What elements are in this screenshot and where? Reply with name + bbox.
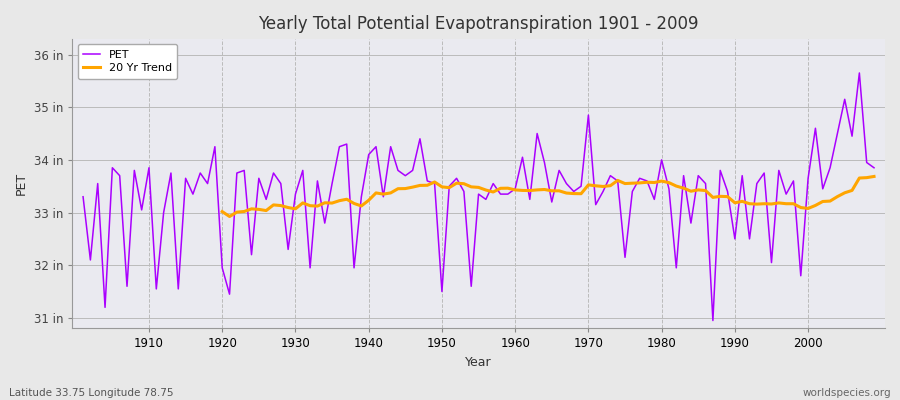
PET [854,70,865,75]
Line: 20 Yr Trend: 20 Yr Trend [222,176,874,216]
PET [341,142,352,146]
20 Yr Trend [502,186,513,190]
20 Yr Trend [341,197,352,202]
20 Yr Trend [868,174,879,179]
Text: worldspecies.org: worldspecies.org [803,388,891,398]
Line: PET: PET [83,73,874,320]
X-axis label: Year: Year [465,356,492,369]
PET [598,189,608,194]
PET [502,192,513,196]
20 Yr Trend [509,188,520,192]
Title: Yearly Total Potential Evapotranspiration 1901 - 2009: Yearly Total Potential Evapotranspiratio… [258,15,698,33]
PET [77,194,88,199]
PET [707,318,718,323]
PET [868,165,879,170]
Y-axis label: PET: PET [15,172,28,195]
PET [297,168,308,173]
PET [509,186,520,191]
Legend: PET, 20 Yr Trend: PET, 20 Yr Trend [77,44,177,79]
PET [136,208,147,212]
Text: Latitude 33.75 Longitude 78.75: Latitude 33.75 Longitude 78.75 [9,388,174,398]
20 Yr Trend [297,200,308,205]
20 Yr Trend [598,184,608,189]
